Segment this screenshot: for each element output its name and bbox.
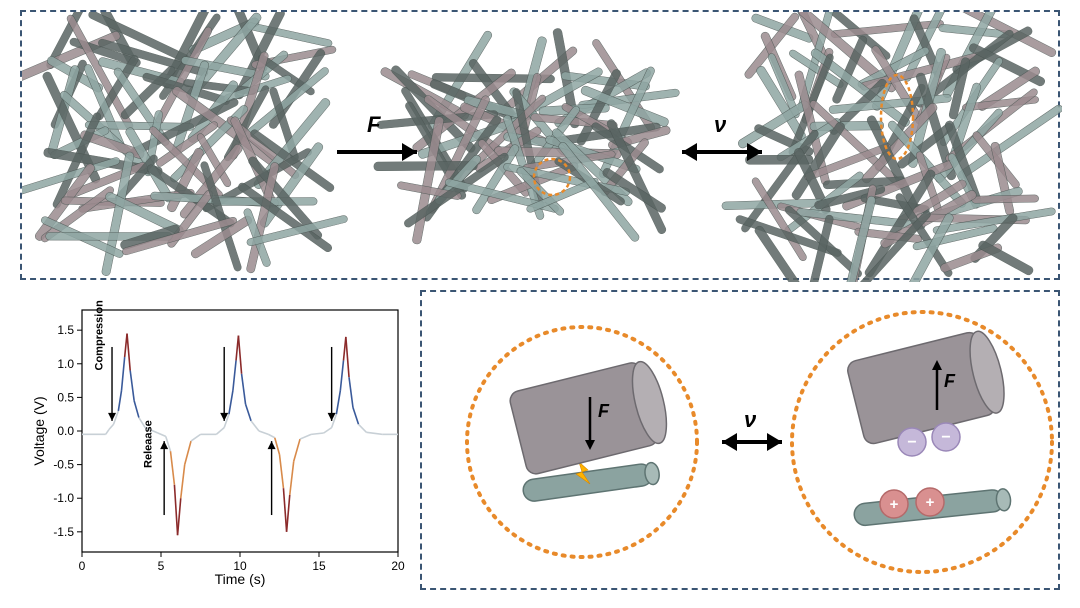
svg-text:F: F xyxy=(944,371,956,391)
svg-text:Time (s): Time (s) xyxy=(215,571,266,587)
mechanism-nu-label: ν xyxy=(744,407,756,433)
svg-text:-0.5: -0.5 xyxy=(53,458,74,472)
svg-text:Voltage (V): Voltage (V) xyxy=(31,396,47,465)
svg-text:0: 0 xyxy=(79,559,86,573)
svg-text:−: − xyxy=(907,434,916,451)
svg-text:−: − xyxy=(941,429,950,446)
svg-text:15: 15 xyxy=(312,559,326,573)
mechanism-panel: F + + − − F xyxy=(420,290,1060,590)
svg-text:Releaase: Releaase xyxy=(143,420,155,468)
svg-text:-1.5: -1.5 xyxy=(53,525,74,539)
svg-text:0.0: 0.0 xyxy=(57,424,74,438)
top-panel: F ν xyxy=(20,10,1060,280)
svg-text:20: 20 xyxy=(391,559,405,573)
svg-text:1.5: 1.5 xyxy=(57,323,74,337)
svg-text:+: + xyxy=(890,496,899,513)
svg-text:-1.0: -1.0 xyxy=(53,491,74,505)
svg-text:Compression: Compression xyxy=(94,300,106,371)
fiber-schematic xyxy=(22,12,1062,282)
svg-text:+: + xyxy=(926,494,935,511)
svg-text:F: F xyxy=(598,401,610,421)
svg-text:1.0: 1.0 xyxy=(57,357,74,371)
mechanism-svg: F + + − − F xyxy=(422,292,1062,592)
voltage-chart: 05101520-1.5-1.0-0.50.00.51.01.5Time (s)… xyxy=(30,300,410,588)
arrow-f-label: F xyxy=(367,112,380,138)
svg-text:0.5: 0.5 xyxy=(57,390,74,404)
svg-text:5: 5 xyxy=(158,559,165,573)
arrow-nu-label: ν xyxy=(714,112,726,138)
